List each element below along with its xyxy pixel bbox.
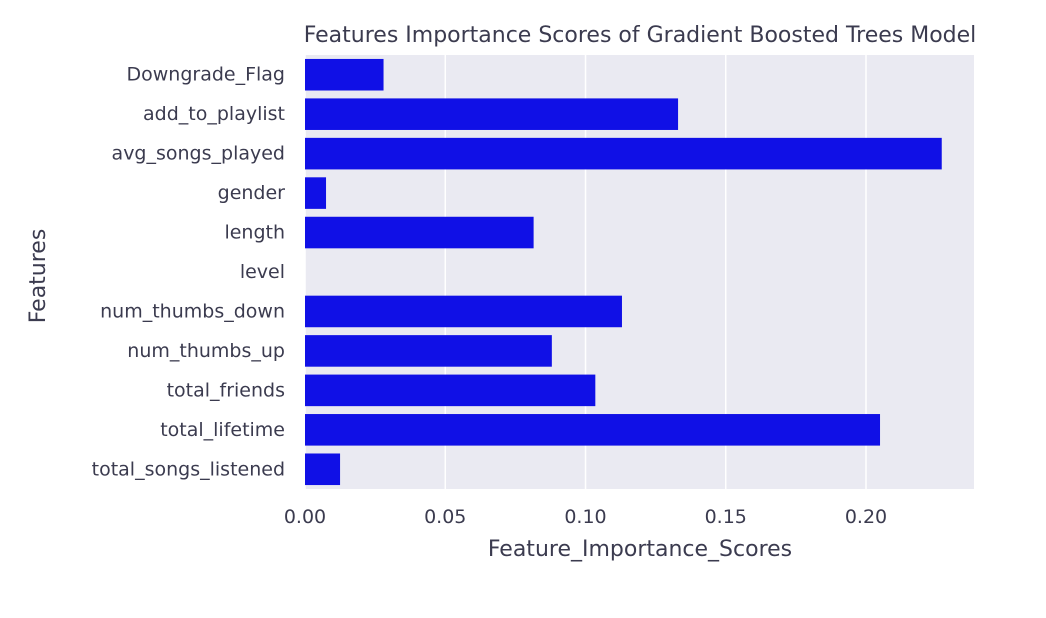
x-tick-label-2: 0.10 bbox=[564, 506, 606, 528]
bar-total_songs_listened bbox=[305, 453, 341, 486]
y-tick-label-Downgrade_Flag: Downgrade_Flag bbox=[126, 64, 285, 86]
y-tick-label-gender: gender bbox=[218, 182, 286, 204]
y-tick-label-avg_songs_played: avg_songs_played bbox=[112, 143, 285, 165]
bars bbox=[305, 58, 942, 486]
bar-gender bbox=[305, 177, 327, 209]
y-tick-label-num_thumbs_down: num_thumbs_down bbox=[100, 300, 285, 322]
y-tick-label-total_songs_listened: total_songs_listened bbox=[92, 458, 285, 480]
y-tick-label-level: level bbox=[240, 261, 285, 283]
chart-title: Features Importance Scores of Gradient B… bbox=[304, 23, 977, 48]
bar-num_thumbs_down bbox=[305, 295, 622, 328]
y-tick-labels: Downgrade_Flag add_to_playlist avg_songs_p… bbox=[92, 64, 286, 481]
y-tick-label-add_to_playlist: add_to_playlist bbox=[143, 103, 285, 125]
y-tick-label-total_lifetime: total_lifetime bbox=[160, 419, 285, 441]
x-tick-labels: 0.00 0.05 0.10 0.15 0.20 bbox=[284, 506, 887, 528]
bar-total_friends bbox=[305, 374, 596, 407]
x-tick-label-1: 0.05 bbox=[424, 506, 466, 528]
y-tick-label-num_thumbs_up: num_thumbs_up bbox=[127, 340, 285, 362]
y-tick-label-total_friends: total_friends bbox=[167, 379, 285, 401]
x-axis-label: Feature_Importance_Scores bbox=[488, 537, 792, 562]
bar-add_to_playlist bbox=[305, 98, 679, 130]
bar-num_thumbs_up bbox=[305, 335, 552, 367]
bar-length bbox=[305, 216, 534, 249]
y-tick-label-length: length bbox=[224, 222, 285, 244]
y-axis-label: Features bbox=[26, 229, 51, 324]
x-tick-label-4: 0.20 bbox=[845, 506, 887, 528]
x-tick-label-0: 0.00 bbox=[284, 506, 326, 528]
bar-avg_songs_played bbox=[305, 137, 942, 170]
bar-total_lifetime bbox=[305, 414, 881, 446]
bar-Downgrade_Flag bbox=[305, 58, 384, 91]
x-tick-label-3: 0.15 bbox=[705, 506, 747, 528]
